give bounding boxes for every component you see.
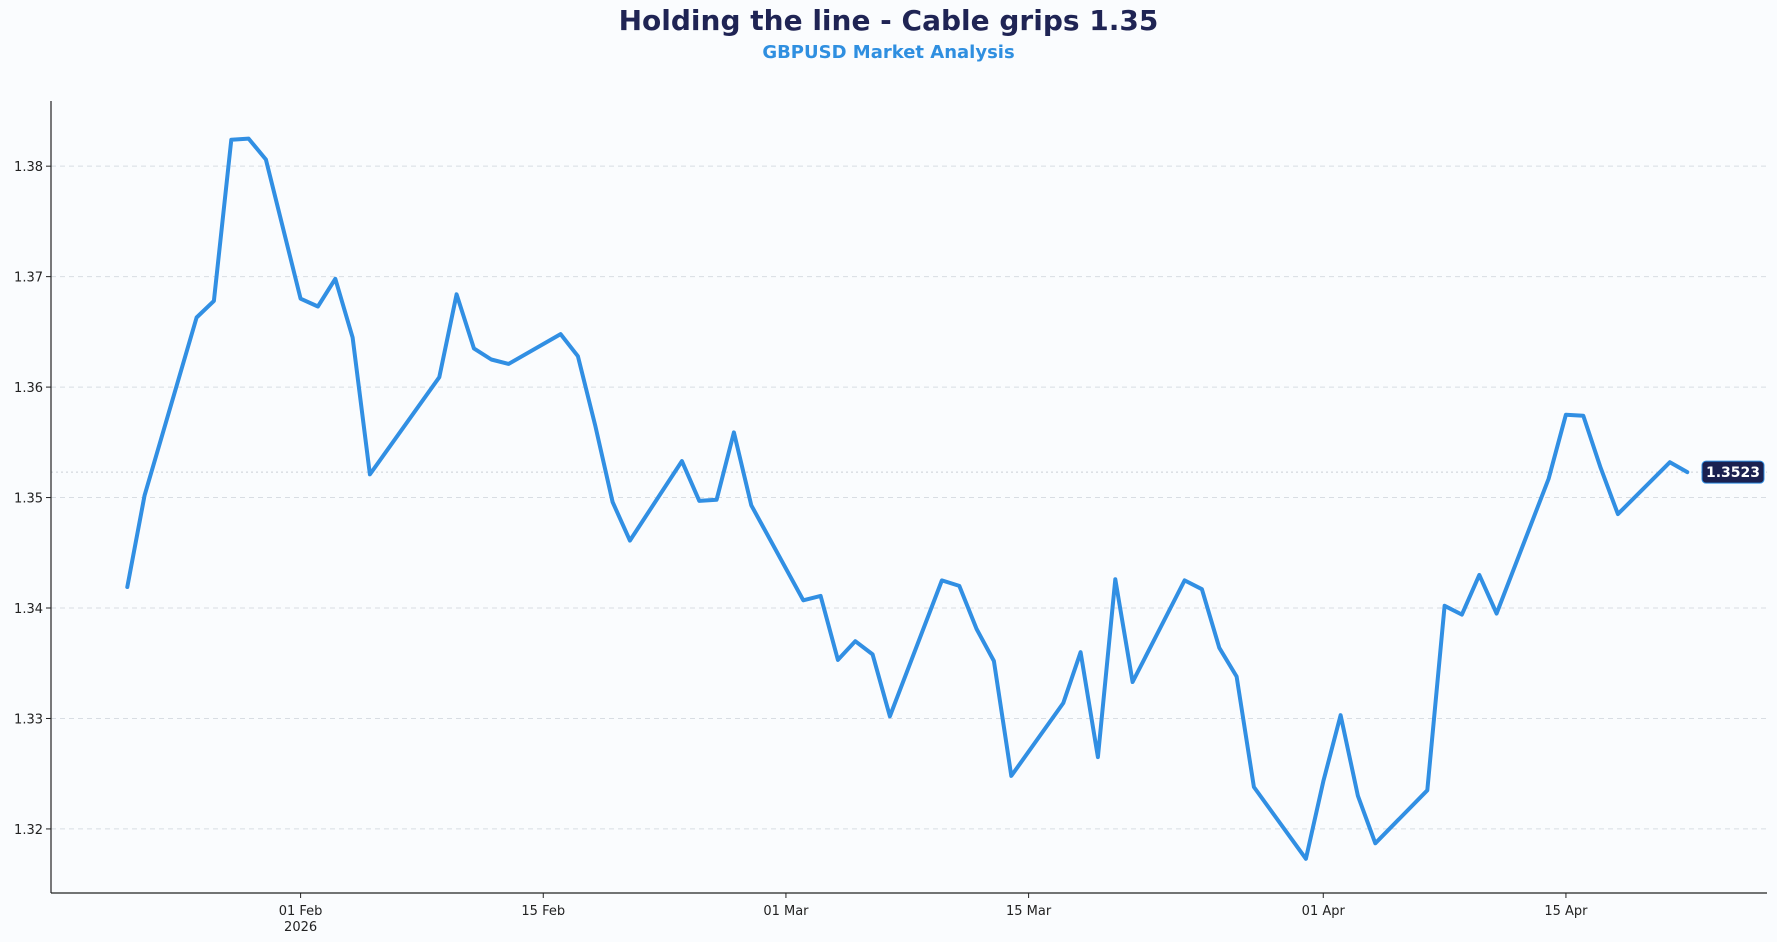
x-tick-label: 01 Mar <box>763 904 809 919</box>
last-value-label: 1.3523 <box>1706 465 1760 481</box>
y-tick-label: 1.37 <box>14 271 43 286</box>
y-tick-label: 1.38 <box>14 160 43 175</box>
x-tick-label: 15 Mar <box>1006 904 1052 919</box>
chart-subtitle: GBPUSD Market Analysis <box>762 42 1015 63</box>
last-value-badge: 1.3523 <box>1701 460 1765 484</box>
x-tick-label: 01 Apr <box>1302 904 1346 919</box>
x-tick-label: 15 Feb <box>521 904 565 919</box>
chart-title: Holding the line - Cable grips 1.35 <box>618 4 1159 37</box>
y-tick-label: 1.36 <box>14 381 43 396</box>
x-tick-year-label: 2026 <box>284 920 317 935</box>
gridlines <box>51 165 1767 830</box>
x-tick-label: 01 Feb <box>279 904 323 919</box>
axes <box>50 101 1767 894</box>
y-tick-labels: 1.32 1.33 1.34 1.35 1.36 1.37 1.38 <box>14 160 51 838</box>
series-layer <box>125 136 1690 861</box>
y-tick-label: 1.32 <box>14 823 43 838</box>
x-tick-label: 15 Apr <box>1544 904 1588 919</box>
y-tick-label: 1.35 <box>14 492 43 507</box>
y-tick-label: 1.33 <box>14 712 43 727</box>
series-line-gbpusd <box>125 136 1690 861</box>
y-tick-label: 1.34 <box>14 602 43 617</box>
last-value-badge-bg <box>1701 460 1765 484</box>
